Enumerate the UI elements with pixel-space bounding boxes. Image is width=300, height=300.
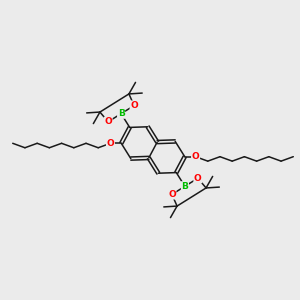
- Text: O: O: [130, 101, 138, 110]
- Text: O: O: [192, 152, 200, 161]
- Text: B: B: [182, 182, 188, 191]
- Text: O: O: [194, 174, 202, 183]
- Text: B: B: [118, 109, 124, 118]
- Text: O: O: [104, 117, 112, 126]
- Text: O: O: [106, 139, 114, 148]
- Text: O: O: [168, 190, 176, 199]
